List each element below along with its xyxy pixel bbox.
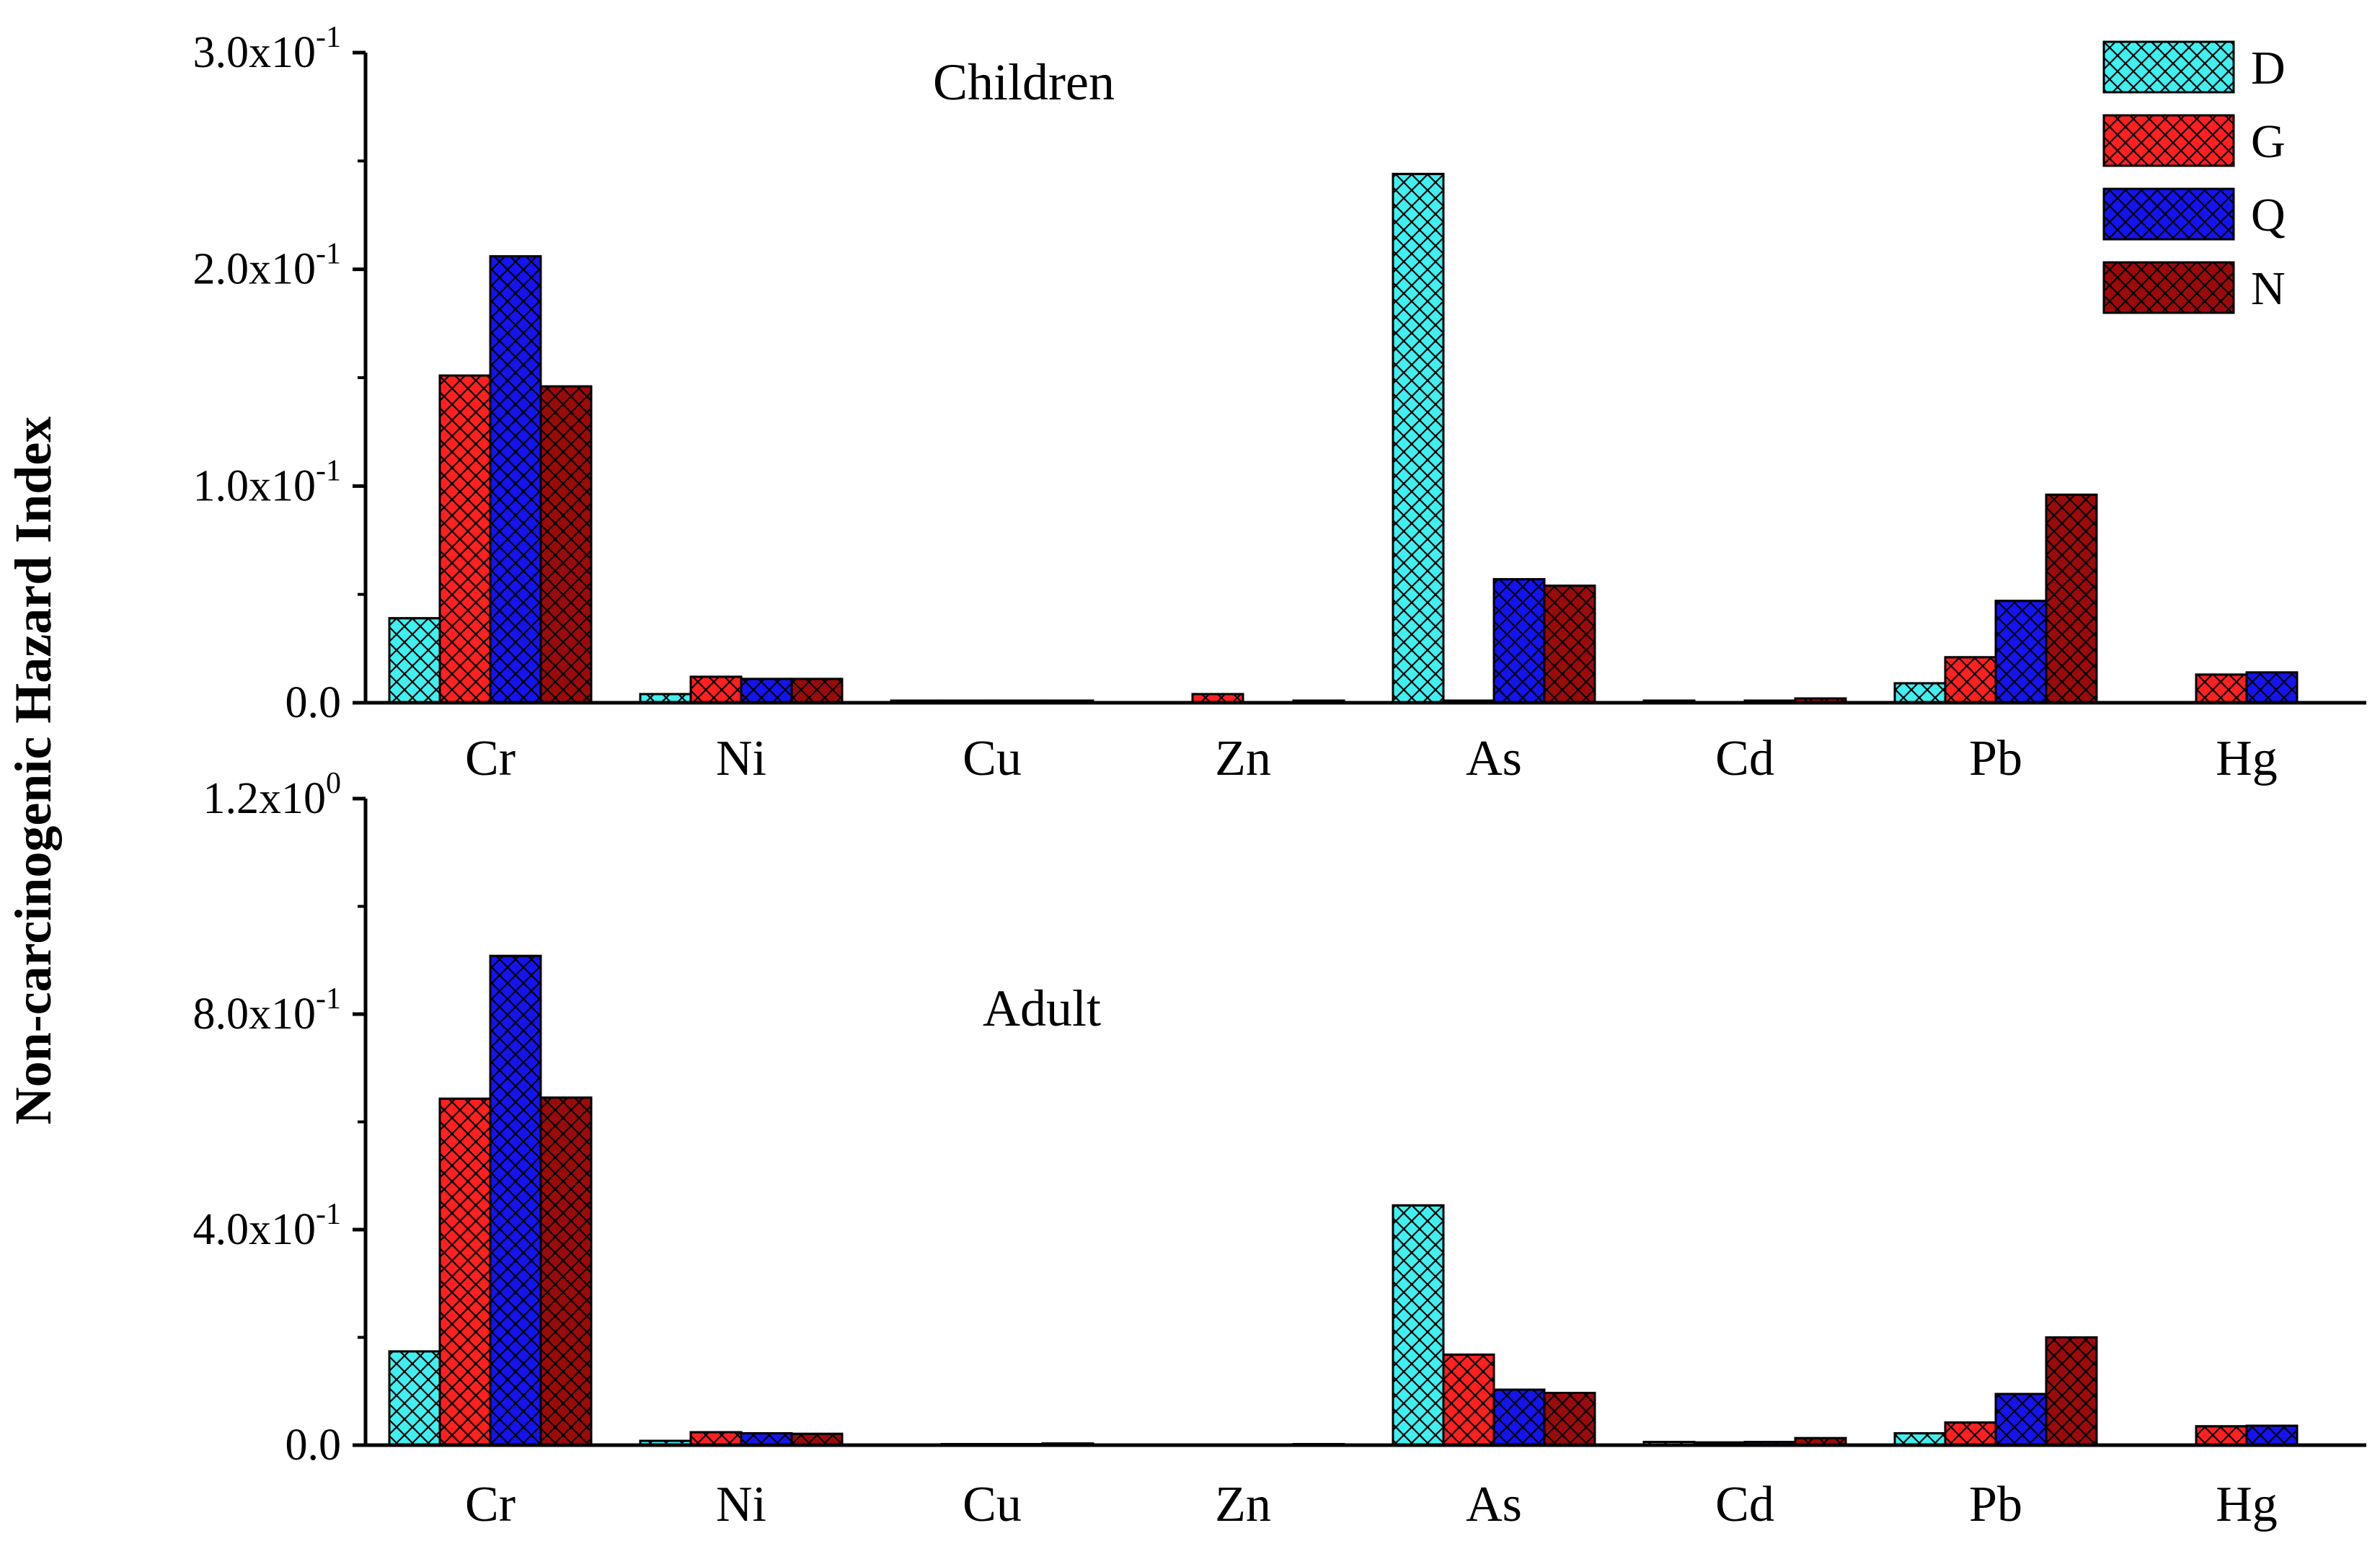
adult-category-label-cu: Cu — [963, 1477, 1022, 1532]
children-y-tick-label: 2.0x10-1 — [193, 238, 342, 294]
adult-panel-title: Adult — [983, 980, 1101, 1037]
adult-bar-as-g-hatch — [1442, 1353, 1495, 1447]
adult-bar-cr-d-hatch — [388, 1350, 441, 1447]
legend-swatch-q-hatch — [2102, 187, 2235, 241]
children-panel-title: Children — [933, 53, 1115, 111]
adult-panel: 0.0 4.0x10-1 8.0x10-1 1.2x100 Cr Ni Cu Zn As Cd Pb… — [193, 767, 2366, 1532]
children-panel: 0.0 1.0x10-1 2.0x10-1 3.0x10-1 Cr Ni Cu Zn As Cd P… — [193, 21, 2366, 786]
adult-category-label-zn: Zn — [1215, 1477, 1271, 1532]
children-bar-pb-n-hatch — [2045, 493, 2098, 704]
children-category-label-cd: Cd — [1715, 731, 1774, 786]
adult-y-tick-label: 8.0x10-1 — [193, 982, 342, 1039]
children-bar-as-q-hatch — [1492, 578, 1546, 704]
adult-bar-cr-q-hatch — [489, 954, 542, 1447]
legend-label-d: D — [2251, 42, 2286, 94]
children-bar-as-n-hatch — [1543, 585, 1596, 704]
children-category-label-as: As — [1466, 731, 1522, 786]
adult-category-label-ni: Ni — [716, 1477, 766, 1532]
children-bar-cr-g-hatch — [438, 374, 492, 704]
children-bar-ni-n-hatch — [790, 678, 844, 704]
adult-bar-pb-n-hatch — [2045, 1336, 2098, 1447]
adult-bar-pb-g-hatch — [1944, 1421, 1997, 1447]
children-bar-cr-d-hatch — [388, 617, 441, 704]
children-y-tick-label: 3.0x10-1 — [193, 21, 342, 77]
children-bar-hg-g-hatch — [2195, 673, 2248, 704]
children-bar-pb-g-hatch — [1944, 656, 1997, 704]
adult-category-label-hg: Hg — [2216, 1477, 2278, 1532]
adult-bar-cr-n-hatch — [539, 1096, 593, 1447]
adult-y-tick-label: 0.0 — [286, 1421, 342, 1470]
adult-category-label-as: As — [1466, 1477, 1522, 1532]
adult-bar-ni-g-hatch — [689, 1431, 743, 1447]
adult-bar-as-n-hatch — [1543, 1391, 1596, 1447]
children-category-label-pb: Pb — [1969, 731, 2022, 786]
y-axis-title: Non-carcinogenic Hazard Index — [4, 417, 62, 1125]
children-bar-cr-q-hatch — [489, 255, 542, 704]
legend-label-g: G — [2251, 115, 2286, 168]
adult-bar-as-q-hatch — [1492, 1388, 1546, 1447]
children-category-label-hg: Hg — [2216, 731, 2278, 786]
children-bar-pb-q-hatch — [1994, 600, 2048, 704]
adult-bar-hg-q-hatch — [2245, 1424, 2299, 1447]
children-bar-pb-d-hatch — [1893, 682, 1947, 704]
adult-category-label-cd: Cd — [1715, 1477, 1774, 1532]
adult-category-label-cr: Cr — [465, 1477, 516, 1532]
children-category-label-cu: Cu — [963, 731, 1022, 786]
legend-swatch-d-hatch — [2102, 40, 2235, 94]
children-y-tick-label: 1.0x10-1 — [193, 454, 342, 510]
adult-bar-hg-g-hatch — [2195, 1425, 2248, 1447]
legend-label-n: N — [2251, 262, 2286, 315]
children-bar-as-d-hatch — [1392, 172, 1445, 704]
adult-bar-cr-g-hatch — [438, 1097, 492, 1447]
adult-category-label-pb: Pb — [1969, 1477, 2022, 1532]
adult-y-tick-label: 4.0x10-1 — [193, 1198, 342, 1254]
adult-y-tick-label: 1.2x100 — [203, 767, 342, 823]
children-bar-hg-q-hatch — [2245, 671, 2299, 704]
children-bar-ni-g-hatch — [689, 675, 743, 704]
children-category-label-ni: Ni — [716, 731, 766, 786]
adult-bar-as-d-hatch — [1392, 1204, 1445, 1447]
legend-swatch-g-hatch — [2102, 114, 2235, 167]
children-category-label-zn: Zn — [1215, 731, 1271, 786]
adult-bar-pb-q-hatch — [1994, 1393, 2048, 1447]
children-bar-ni-q-hatch — [740, 678, 793, 704]
children-y-tick-label: 0.0 — [286, 678, 342, 727]
children-bar-cr-n-hatch — [539, 385, 593, 704]
children-category-label-cr: Cr — [465, 731, 516, 786]
legend-swatch-n-hatch — [2102, 261, 2235, 314]
legend-label-q: Q — [2251, 189, 2286, 241]
